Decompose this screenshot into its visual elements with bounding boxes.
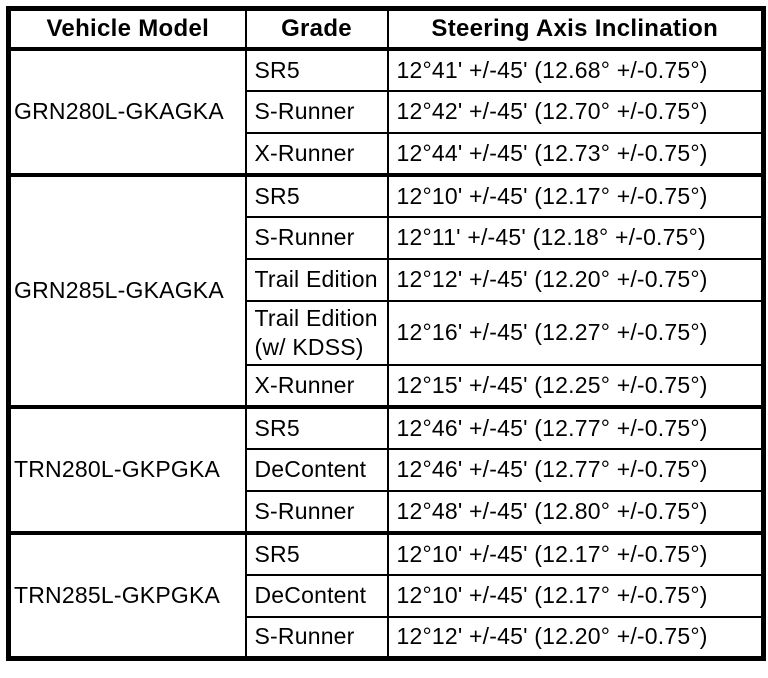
table-row: TRN285L-GKPGKA SR5 12°10' +/-45' (12.17°… <box>7 530 765 660</box>
inclination-value-cell: 12°12' +/-45' (12.20° +/-0.75°) <box>386 615 765 660</box>
grade-cell: Trail Edition <box>244 257 389 302</box>
table-row: DeContent 12°10' +/-45' (12.17° +/-0.75°… <box>9 573 765 618</box>
inclination-value-cell: 12°42' +/-45' (12.70° +/-0.75°) <box>386 89 765 134</box>
inclination-value-cell: 12°10' +/-45' (12.17° +/-0.75°) <box>386 573 765 618</box>
table-row: GRN285L-GKAGKA SR5 12°10' +/-45' (12.17°… <box>7 172 765 408</box>
table-row: Trail Edition (w/ KDSS) 12°16' +/-45' (1… <box>9 299 765 366</box>
table-row: X-Runner 12°44' +/-45' (12.73° +/-0.75°) <box>9 131 765 176</box>
grade-cell: X-Runner <box>244 131 389 176</box>
steering-axis-inclination-table: Vehicle Model Grade Steering Axis Inclin… <box>6 6 766 661</box>
table-row: S-Runner 12°42' +/-45' (12.70° +/-0.75°) <box>9 89 765 134</box>
grade-cell: S-Runner <box>244 215 389 260</box>
inclination-value-cell: 12°41' +/-45' (12.68° +/-0.75°) <box>386 46 765 92</box>
grade-cell: S-Runner <box>244 89 389 134</box>
inclination-value-cell: 12°12' +/-45' (12.20° +/-0.75°) <box>386 257 765 302</box>
table-row: S-Runner 12°12' +/-45' (12.20° +/-0.75°) <box>9 615 765 660</box>
grade-cell: SR5 <box>244 46 389 92</box>
table-row: S-Runner 12°11' +/-45' (12.18° +/-0.75°) <box>9 215 765 260</box>
column-header-grade: Grade <box>244 7 389 51</box>
table-row: TRN280L-GKPGKA SR5 12°46' +/-45' (12.77°… <box>7 404 765 534</box>
grade-cell: SR5 <box>244 172 389 218</box>
vehicle-model-cell: TRN280L-GKPGKA <box>7 404 247 534</box>
column-header-vehicle-model: Vehicle Model <box>7 7 247 51</box>
column-header-steering-axis-inclination: Steering Axis Inclination <box>386 7 765 51</box>
grade-cell: SR5 <box>244 530 389 576</box>
grade-cell: SR5 <box>244 404 389 450</box>
inclination-value-cell: 12°10' +/-45' (12.17° +/-0.75°) <box>386 172 765 218</box>
inclination-value-cell: 12°46' +/-45' (12.77° +/-0.75°) <box>386 404 765 450</box>
inclination-value-cell: 12°48' +/-45' (12.80° +/-0.75°) <box>386 489 765 534</box>
vehicle-model-cell: GRN285L-GKAGKA <box>7 172 247 408</box>
grade-cell: S-Runner <box>244 615 389 660</box>
table-row: X-Runner 12°15' +/-45' (12.25° +/-0.75°) <box>9 363 765 408</box>
table-row: Trail Edition 12°12' +/-45' (12.20° +/-0… <box>9 257 765 302</box>
grade-cell: X-Runner <box>244 363 389 408</box>
table-row: DeContent 12°46' +/-45' (12.77° +/-0.75°… <box>9 447 765 492</box>
vehicle-model-cell: GRN280L-GKAGKA <box>7 46 247 176</box>
table-row: GRN280L-GKAGKA SR5 12°41' +/-45' (12.68°… <box>7 46 765 176</box>
grade-cell: DeContent <box>244 573 389 618</box>
grade-cell: Trail Edition (w/ KDSS) <box>244 299 389 366</box>
grade-cell: S-Runner <box>244 489 389 534</box>
inclination-value-cell: 12°10' +/-45' (12.17° +/-0.75°) <box>386 530 765 576</box>
vehicle-model-cell: TRN285L-GKPGKA <box>7 530 247 660</box>
inclination-value-cell: 12°46' +/-45' (12.77° +/-0.75°) <box>386 447 765 492</box>
grade-cell: DeContent <box>244 447 389 492</box>
header-row: Vehicle Model Grade Steering Axis Inclin… <box>7 7 765 51</box>
inclination-value-cell: 12°16' +/-45' (12.27° +/-0.75°) <box>386 299 765 366</box>
inclination-value-cell: 12°11' +/-45' (12.18° +/-0.75°) <box>386 215 765 260</box>
table-row: S-Runner 12°48' +/-45' (12.80° +/-0.75°) <box>9 489 765 534</box>
inclination-value-cell: 12°44' +/-45' (12.73° +/-0.75°) <box>386 131 765 176</box>
inclination-value-cell: 12°15' +/-45' (12.25° +/-0.75°) <box>386 363 765 408</box>
